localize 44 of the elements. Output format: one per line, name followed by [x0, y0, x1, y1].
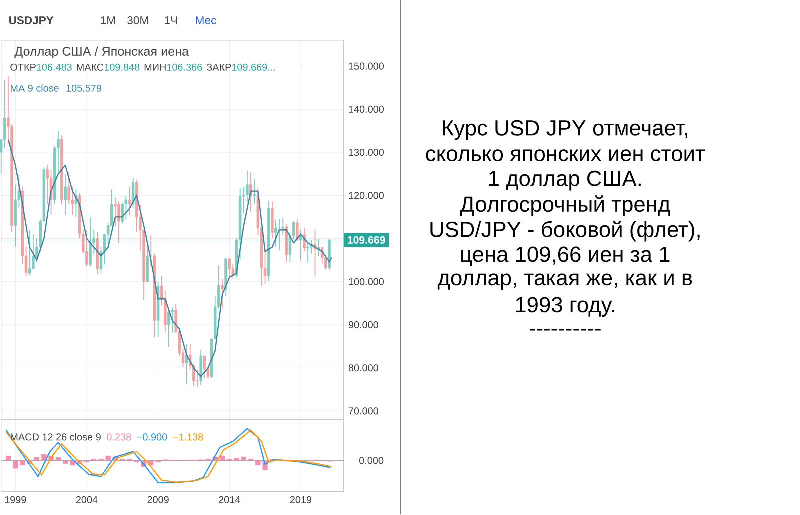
- annotation: ОТКР: [10, 64, 36, 71]
- text: цена 109,66 иен за 1: [462, 246, 670, 266]
- y-tick-label: 70.000: [348, 408, 378, 415]
- text: Курс USD JPY отмечает,: [443, 120, 688, 140]
- annotation: 109.848: [104, 64, 140, 71]
- text: ----------: [530, 328, 601, 331]
- annotation: ЗАКР: [206, 64, 232, 71]
- x-tick-label: 2004: [76, 496, 98, 504]
- x-tick-label: 2009: [148, 496, 169, 504]
- x-tick-label: 1999: [5, 496, 26, 504]
- annotation: 109.669...: [232, 64, 275, 71]
- text: доллар, такая же, как и в: [438, 274, 692, 290]
- text: MA 9 close: [10, 84, 59, 92]
- x-tick-label: 2014: [219, 496, 240, 504]
- y-tick-label: 90.000: [348, 321, 378, 328]
- y-tick-label: 140.000: [349, 106, 384, 113]
- text: USD/JPY - боковой (флет),: [430, 220, 700, 242]
- annotation: 105.579: [66, 84, 102, 92]
- text: 1 доллар США.: [489, 170, 641, 191]
- text: Мес: [196, 16, 216, 24]
- text: USDJPY: [9, 16, 54, 24]
- text: 30M: [128, 16, 148, 24]
- text: 1M: [101, 16, 116, 24]
- text: 1Ч: [165, 16, 178, 24]
- annotation: −1.138: [173, 434, 204, 441]
- text: 0.000: [360, 457, 384, 464]
- y-tick-label: 100.000: [349, 278, 384, 286]
- annotation: MACD 12 26 close 9: [11, 433, 101, 441]
- text: сколько японских иен стоит: [426, 149, 706, 162]
- x-tick-label: 2019: [290, 496, 312, 504]
- y-tick-label: 150.000: [349, 62, 384, 70]
- ref-line-label: 109.669: [348, 236, 386, 244]
- y-tick-label: 120.000: [349, 192, 384, 200]
- annotation: МАКС: [77, 64, 104, 71]
- annotation: 0.238: [107, 434, 132, 441]
- chart-title: Доллар США / Японская иена: [14, 46, 190, 58]
- annotation: МИН: [144, 64, 166, 71]
- y-tick-label: 130.000: [349, 148, 384, 156]
- y-tick-label: 80.000: [348, 364, 378, 372]
- annotation: 106.483: [37, 64, 72, 71]
- annotation: −0.900: [137, 434, 168, 441]
- text: Долгосрочный тренд: [460, 196, 670, 216]
- annotation: 106.366: [167, 64, 202, 71]
- text: 1993 году.: [516, 297, 614, 317]
